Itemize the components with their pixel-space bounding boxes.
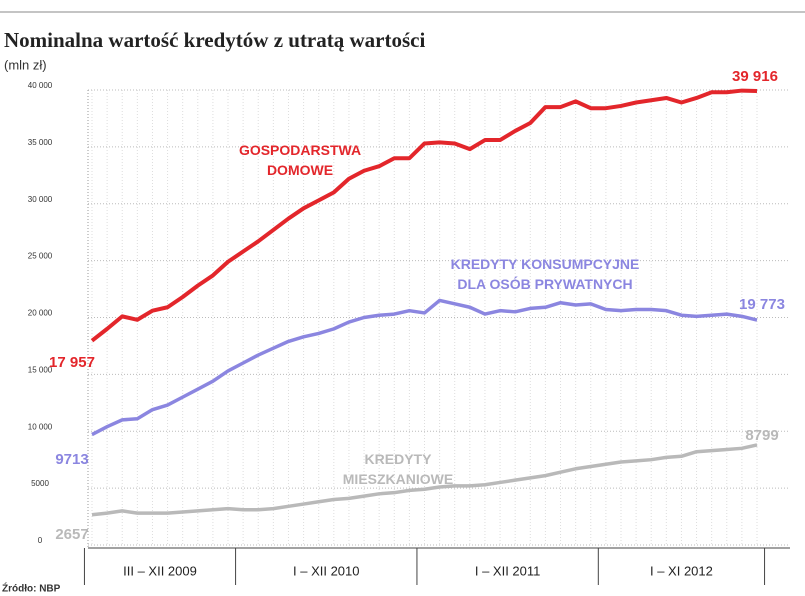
series-label: KREDYTY MIESZKANIOWE xyxy=(343,451,453,487)
series-label-line: KREDYTY xyxy=(365,451,433,467)
y-tick-label: 5000 xyxy=(31,479,49,488)
series-line xyxy=(91,443,758,517)
y-tick-label: 15 000 xyxy=(28,365,53,374)
series-line xyxy=(91,298,758,437)
x-group-label: I – XII 2011 xyxy=(475,563,541,578)
series-label-line: MIESZKANIOWE xyxy=(343,471,453,487)
series-label: GOSPODARSTWA DOMOWE xyxy=(239,142,361,178)
chart-title: Nominalna wartość kredytów z utratą wart… xyxy=(4,28,425,52)
value-label: 2657 xyxy=(55,526,88,543)
series-label-line: DOMOWE xyxy=(267,162,333,178)
y-tick-label: 20 000 xyxy=(28,309,53,318)
y-tick-label: 35 000 xyxy=(28,138,53,147)
source: Źródło: NBP xyxy=(2,582,61,595)
series-label-line: KREDYTY KONSUMPCYJNE xyxy=(451,256,640,272)
value-label: 9713 xyxy=(55,451,88,468)
y-tick-label: 10 000 xyxy=(28,422,53,431)
y-tick-label: 40 000 xyxy=(28,81,53,90)
value-label: 8799 xyxy=(745,427,778,444)
series-line xyxy=(90,88,758,343)
value-label: 39 916 xyxy=(732,68,778,85)
y-tick-label: 0 xyxy=(38,536,43,545)
chart-subtitle: (mln zł) xyxy=(4,57,47,72)
x-group-label: I – XI 2012 xyxy=(650,563,713,578)
series-label: KREDYTY KONSUMPCYJNE DLA OSÓB PRYWATNYCH xyxy=(451,256,640,292)
series-label-line: GOSPODARSTWA xyxy=(239,142,361,158)
y-tick-label: 25 000 xyxy=(28,252,53,261)
value-label: 19 773 xyxy=(739,296,785,313)
series-label-line: DLA OSÓB PRYWATNYCH xyxy=(457,275,632,292)
y-tick-label: 30 000 xyxy=(28,195,53,204)
x-group-label: III – XII 2009 xyxy=(123,563,197,578)
value-label: 17 957 xyxy=(49,354,95,371)
x-group-label: I – XII 2010 xyxy=(293,563,360,578)
